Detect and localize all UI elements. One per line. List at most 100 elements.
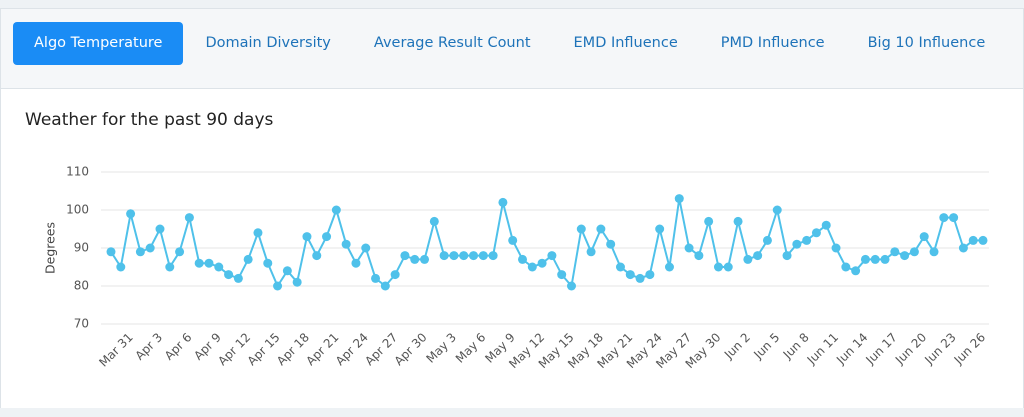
point	[537, 258, 547, 268]
point	[762, 235, 772, 245]
point	[851, 266, 861, 276]
x-tick-label: Mar 31	[96, 330, 135, 369]
x-tick-label: Jun 5	[750, 330, 782, 362]
x-tick-label: Jun 11	[804, 330, 841, 367]
point	[420, 254, 430, 264]
point	[900, 251, 910, 261]
y-tick-label: 110	[66, 165, 89, 179]
point	[135, 247, 145, 257]
point	[704, 216, 714, 226]
x-tick-label: Jun 26	[951, 330, 988, 367]
point	[860, 254, 870, 264]
point	[694, 251, 704, 261]
point	[596, 224, 606, 234]
tab-bar: Algo Temperature Domain Diversity Average …	[13, 22, 1007, 66]
y-tick-label: 80	[74, 279, 89, 293]
point	[224, 270, 234, 280]
point	[459, 251, 469, 261]
point	[733, 216, 743, 226]
tab[interactable]: Average Result Count	[373, 35, 531, 51]
point	[753, 251, 763, 261]
point	[175, 247, 185, 257]
point	[498, 197, 508, 207]
point	[194, 258, 204, 268]
point	[469, 251, 479, 261]
point	[909, 247, 919, 257]
point	[380, 281, 390, 291]
point	[557, 270, 567, 280]
point	[243, 254, 253, 264]
point	[713, 262, 723, 272]
tab[interactable]: PMD Influence	[720, 35, 825, 51]
chart: Weather for the past 90 days Degrees 70 8…	[25, 110, 989, 371]
point	[518, 254, 528, 264]
point	[527, 262, 537, 272]
point	[429, 216, 439, 226]
x-tick-label: Jun 20	[892, 330, 929, 367]
point	[635, 273, 645, 283]
point	[625, 270, 635, 280]
point	[645, 270, 655, 280]
y-axis-label: Degrees	[43, 222, 58, 274]
point	[341, 239, 351, 249]
x-tick-label: Apr 6	[162, 330, 195, 363]
point	[282, 266, 292, 276]
point	[968, 235, 978, 245]
chart-title: Weather for the past 90 days	[25, 110, 274, 130]
point	[214, 262, 224, 272]
point	[949, 213, 959, 223]
x-tick-label: Jun 17	[863, 330, 900, 367]
tab[interactable]: Domain Diversity	[205, 35, 331, 51]
point	[439, 251, 449, 261]
point	[674, 194, 684, 204]
point	[400, 251, 410, 261]
point	[508, 235, 518, 245]
point	[615, 262, 625, 272]
panel: Weather for the past 90 days Degrees 70 8…	[1, 88, 1023, 408]
point	[390, 270, 400, 280]
point	[684, 243, 694, 253]
point	[322, 232, 332, 242]
point	[566, 281, 576, 291]
y-tick-label: 70	[74, 317, 89, 331]
y-tick-label: 90	[74, 241, 89, 255]
x-tick-label: May 3	[423, 330, 459, 366]
point	[273, 281, 283, 291]
point	[841, 262, 851, 272]
point	[126, 209, 136, 219]
x-tick-label: May 6	[453, 330, 489, 366]
point	[371, 273, 381, 283]
point	[664, 262, 674, 272]
point	[929, 247, 939, 257]
point	[831, 243, 841, 253]
point	[331, 205, 341, 215]
point	[302, 232, 312, 242]
point	[919, 232, 929, 242]
point	[723, 262, 733, 272]
point	[655, 224, 665, 234]
point	[978, 235, 988, 245]
point	[312, 251, 322, 261]
point	[184, 213, 194, 223]
point	[165, 262, 175, 272]
point	[547, 251, 557, 261]
point	[253, 228, 263, 238]
x-tick-label: Apr 30	[392, 330, 430, 368]
tab[interactable]: Big 10 Influence	[867, 35, 986, 51]
point	[410, 254, 420, 264]
point	[958, 243, 968, 253]
point	[116, 262, 126, 272]
point	[792, 239, 802, 249]
point	[488, 251, 498, 261]
point	[106, 247, 116, 257]
point	[586, 247, 596, 257]
x-tick-label: Jun 2	[721, 330, 753, 362]
point	[870, 254, 880, 264]
x-tick-label: Jun 23	[921, 330, 958, 367]
tab[interactable]: Algo Temperature	[13, 22, 184, 65]
point	[145, 243, 155, 253]
point	[155, 224, 165, 234]
y-tick-label: 100	[66, 203, 89, 217]
tab[interactable]: EMD Influence	[573, 35, 678, 51]
point	[802, 235, 812, 245]
